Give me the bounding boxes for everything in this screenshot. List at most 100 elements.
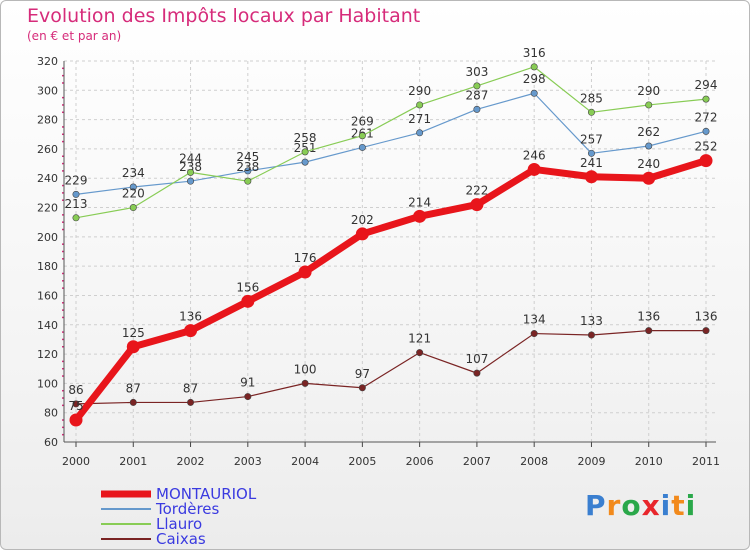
y-minor-tick [62, 67, 64, 70]
data-label-llauro: 220 [122, 187, 145, 201]
data-label-montauriol: 202 [351, 213, 374, 227]
y-minor-tick [62, 82, 64, 84]
y-minor-tick [62, 111, 64, 114]
data-point-montauriol [642, 171, 656, 185]
y-tick-label: 180 [37, 260, 58, 273]
data-point-torderes [645, 142, 653, 150]
data-label-caixas: 100 [294, 362, 317, 376]
y-tick-label: 200 [37, 231, 58, 244]
legend-label-caixas: Caixas [156, 530, 206, 548]
data-point-montauriol [298, 265, 312, 279]
y-minor-tick [62, 126, 64, 128]
y-minor-tick [62, 397, 64, 399]
legend-label-llauro: Llauro [156, 515, 202, 533]
data-point-montauriol [126, 340, 140, 354]
data-point-montauriol [470, 198, 484, 212]
y-minor-tick [62, 375, 64, 377]
data-label-llauro: 316 [523, 46, 546, 60]
data-label-llauro: 258 [294, 131, 317, 145]
data-point-caixas [358, 384, 366, 392]
y-tick-label: 300 [37, 84, 58, 97]
data-point-torderes [473, 105, 481, 113]
y-minor-tick [62, 74, 64, 77]
y-minor-tick [62, 367, 64, 370]
x-tick-label: 2006 [406, 455, 434, 468]
y-minor-tick [62, 228, 64, 231]
data-point-caixas [473, 369, 481, 377]
y-minor-tick [62, 433, 64, 436]
data-label-caixas: 107 [465, 352, 488, 366]
data-label-caixas: 87 [126, 381, 141, 395]
data-label-llauro: 213 [65, 197, 88, 211]
x-tick-label: 2002 [177, 455, 205, 468]
data-label-caixas: 133 [580, 314, 603, 328]
data-point-torderes [301, 158, 309, 166]
logo-letter: x [641, 489, 661, 522]
data-label-torderes: 271 [408, 112, 431, 126]
data-point-torderes [416, 129, 424, 137]
data-point-torderes [702, 127, 710, 135]
x-tick-label: 2009 [577, 455, 605, 468]
y-minor-tick [62, 272, 64, 275]
y-tick-label: 120 [37, 348, 58, 361]
series-line-caixas [75, 330, 707, 405]
y-minor-tick [62, 280, 64, 282]
data-point-montauriol [699, 154, 713, 168]
data-point-llauro [244, 177, 252, 185]
data-point-caixas [187, 398, 195, 406]
y-minor-tick [62, 192, 64, 194]
data-label-caixas: 134 [523, 313, 546, 327]
data-label-montauriol: 252 [695, 140, 718, 154]
data-point-torderes [187, 177, 195, 185]
data-label-montauriol: 246 [523, 148, 546, 162]
x-tick-label: 2010 [635, 455, 663, 468]
data-label-torderes: 234 [122, 166, 145, 180]
data-label-llauro: 303 [465, 65, 488, 79]
data-label-montauriol: 240 [637, 157, 660, 171]
y-tick-label: 160 [37, 289, 58, 302]
data-label-caixas: 87 [183, 381, 198, 395]
data-point-torderes [129, 183, 137, 191]
y-minor-tick [62, 250, 64, 253]
data-point-llauro [530, 63, 538, 71]
data-label-montauriol: 125 [122, 326, 145, 340]
chart-title: Evolution des Impôts locaux par Habitant [27, 5, 421, 27]
data-point-caixas [244, 393, 252, 401]
data-point-caixas [702, 327, 710, 335]
data-point-llauro [301, 148, 309, 156]
logo-letter: P [585, 489, 607, 522]
y-minor-tick [62, 170, 64, 172]
data-point-llauro [358, 132, 366, 140]
data-point-llauro [129, 204, 137, 212]
x-tick-label: 2011 [692, 455, 720, 468]
y-minor-tick [62, 419, 64, 421]
y-minor-tick [62, 133, 64, 136]
y-minor-tick [62, 221, 64, 223]
y-minor-tick [62, 258, 64, 260]
x-tick-label: 2005 [348, 455, 376, 468]
y-minor-tick [62, 162, 64, 165]
data-point-montauriol [184, 324, 198, 338]
data-label-llauro: 290 [408, 84, 431, 98]
data-label-torderes: 257 [580, 132, 603, 146]
data-point-llauro [702, 95, 710, 103]
x-tick-label: 2007 [463, 455, 491, 468]
plot-area [64, 61, 716, 442]
x-tick-label: 2001 [119, 455, 147, 468]
data-point-llauro [72, 214, 80, 222]
series-line-llauro [75, 66, 707, 219]
data-label-torderes: 229 [65, 173, 88, 187]
data-point-llauro [416, 101, 424, 109]
data-point-torderes [72, 190, 80, 198]
data-label-caixas: 91 [240, 376, 255, 390]
y-minor-tick [62, 96, 64, 99]
data-point-llauro [587, 108, 595, 116]
y-minor-tick [62, 331, 64, 333]
data-label-torderes: 245 [236, 150, 259, 164]
logo-letter: i [685, 489, 697, 522]
data-label-caixas: 136 [695, 310, 718, 324]
data-label-caixas: 97 [355, 367, 370, 381]
data-point-llauro [645, 101, 653, 109]
data-point-montauriol [413, 209, 427, 223]
y-tick-label: 240 [37, 172, 58, 185]
